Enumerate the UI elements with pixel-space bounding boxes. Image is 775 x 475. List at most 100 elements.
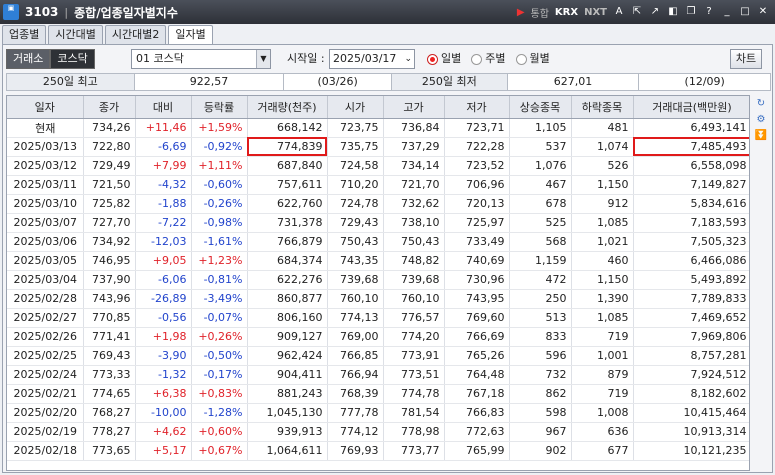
column-header[interactable]: 하락종목 xyxy=(571,96,634,119)
calendar-dropdown-icon[interactable]: ⌄ xyxy=(404,54,412,64)
table-row[interactable]: 2025/03/11 721,50 -4,32 -0,60% 757,611 710,20… xyxy=(7,175,749,195)
refresh-icon[interactable]: ↻ xyxy=(756,98,766,109)
column-header[interactable]: 저가 xyxy=(444,96,510,119)
radio-daily[interactable]: 일별 xyxy=(427,49,461,69)
table-row[interactable]: 2025/02/27 770,85 -0,56 -0,07% 806,160 774,13… xyxy=(7,308,749,328)
help-icon[interactable]: ? xyxy=(706,6,712,17)
low-label: 250일 최저 xyxy=(392,74,508,90)
tab-by-date[interactable]: 일자별 xyxy=(168,25,213,45)
value-cell: 1,390 xyxy=(571,289,634,309)
view-tabs: 업종별 시간대별 시간대별2 일자별 xyxy=(2,25,215,45)
maximize-icon[interactable]: □ xyxy=(740,6,750,17)
table-row[interactable]: 2025/03/10 725,82 -1,88 -0,26% 622,760 724,78… xyxy=(7,194,749,214)
expand-down-icon[interactable]: ⏬ xyxy=(754,130,768,141)
exchange-button[interactable]: 거래소 xyxy=(6,49,51,69)
value-cell: 1,045,130 xyxy=(247,403,328,423)
value-cell: 622,276 xyxy=(247,270,328,290)
date-cell: 2025/03/07 xyxy=(7,213,84,233)
value-cell: 687,840 xyxy=(247,156,328,176)
font-icon[interactable]: A xyxy=(615,6,623,17)
table-row[interactable]: 2025/02/20 768,27 -10,00 -1,28% 1,045,130 777… xyxy=(7,403,749,423)
play-icon[interactable]: ▶ xyxy=(516,6,525,18)
value-cell: 769,60 xyxy=(444,308,510,328)
table-row[interactable]: 현재 734,26 +11,46 +1,59% 668,142 723,75 736,84 7… xyxy=(7,118,749,138)
value-cell: 734,26 xyxy=(83,118,136,138)
radio-selected-icon[interactable] xyxy=(427,53,438,65)
settings-icon[interactable]: ⚙ xyxy=(756,114,766,125)
krx-toggle[interactable]: KRX xyxy=(554,6,579,18)
tab-by-sector[interactable]: 업종별 xyxy=(2,25,47,44)
radio-empty-icon[interactable] xyxy=(515,53,527,65)
table-row[interactable]: 2025/02/28 743,96 -26,89 -3,49% 860,877 760,1… xyxy=(7,289,749,309)
table-row[interactable]: 2025/02/26 771,41 +1,98 +0,26% 909,127 769,00… xyxy=(7,327,749,347)
column-header[interactable]: 상승종목 xyxy=(509,96,572,119)
column-header[interactable]: 거래량(천주) xyxy=(247,96,328,119)
date-cell: 2025/03/06 xyxy=(7,232,84,252)
value-cell: 740,69 xyxy=(444,251,510,271)
value-cell: +0,60% xyxy=(191,422,248,442)
value-cell: -6,06 xyxy=(135,270,192,290)
table-row[interactable]: 2025/02/25 769,43 -3,90 -0,50% 962,424 766,85… xyxy=(7,346,749,366)
export-icon[interactable]: ↗ xyxy=(650,6,660,17)
table-row[interactable]: 2025/02/24 773,33 -1,32 -0,17% 904,411 766,94… xyxy=(7,365,749,385)
value-cell: 778,27 xyxy=(83,422,136,442)
value-cell: 774,12 xyxy=(327,422,384,442)
index-select[interactable]: 01 코스닥 ▼ xyxy=(131,49,271,69)
value-cell: 735,75 xyxy=(327,137,384,157)
value-cell: -1,32 xyxy=(135,365,192,385)
pin-icon[interactable]: ◧ xyxy=(668,6,678,17)
value-cell: 773,77 xyxy=(383,441,445,461)
value-cell: -26,89 xyxy=(135,289,192,309)
start-date-field[interactable]: 2025/03/17 ⌄ xyxy=(329,49,415,69)
table-row[interactable]: 2025/03/07 727,70 -7,22 -0,98% 731,378 729,43… xyxy=(7,213,749,233)
chart-button[interactable]: 차트 xyxy=(730,49,762,69)
value-cell: 962,424 xyxy=(247,346,328,366)
value-cell: 770,85 xyxy=(83,308,136,328)
value-cell: 460 xyxy=(571,251,634,271)
column-header[interactable]: 고가 xyxy=(383,96,445,119)
value-cell: -1,88 xyxy=(135,194,192,214)
radio-monthly[interactable]: 월별 xyxy=(515,49,550,69)
table-row[interactable]: 2025/03/05 746,95 +9,05 +1,23% 684,374 743,35… xyxy=(7,251,749,271)
value-cell: 771,41 xyxy=(83,327,136,347)
value-cell: 725,82 xyxy=(83,194,136,214)
value-cell: 1,001 xyxy=(571,346,634,366)
table-row[interactable]: 2025/02/21 774,65 +6,38 +0,83% 881,243 768,39… xyxy=(7,384,749,404)
integrated-label[interactable]: 통합 xyxy=(530,8,549,20)
value-cell: 732,62 xyxy=(383,194,445,214)
value-cell: -6,69 xyxy=(135,137,192,157)
table-row[interactable]: 2025/03/13 722,80 -6,69 -0,92% 774,839 735,75… xyxy=(7,137,749,157)
close-icon[interactable]: ✕ xyxy=(758,6,768,17)
chevron-down-icon[interactable]: ▼ xyxy=(256,50,270,68)
minimize-icon[interactable]: _ xyxy=(724,6,730,17)
value-cell: 734,14 xyxy=(383,156,445,176)
kosdaq-button[interactable]: 코스닥 xyxy=(50,49,95,69)
column-header[interactable]: 등락률 xyxy=(191,96,248,119)
column-header[interactable]: 일자 xyxy=(7,96,84,119)
nxt-toggle[interactable]: NXT xyxy=(584,6,607,18)
value-cell: -1,28% xyxy=(191,403,248,423)
column-header[interactable]: 시가 xyxy=(327,96,384,119)
radio-empty-icon[interactable] xyxy=(471,53,483,65)
value-cell: 743,95 xyxy=(444,289,510,309)
restore-icon[interactable]: ❐ xyxy=(686,6,696,17)
value-cell: 598 xyxy=(509,403,572,423)
value-cell: 5,493,892 xyxy=(633,270,749,290)
column-header[interactable]: 종가 xyxy=(83,96,136,119)
link-icon[interactable]: ⇱ xyxy=(632,6,642,17)
table-row[interactable]: 2025/03/06 734,92 -12,03 -1,61% 766,879 750,4… xyxy=(7,232,749,252)
column-header[interactable]: 대비 xyxy=(135,96,192,119)
table-row[interactable]: 2025/03/12 729,49 +7,99 +1,11% 687,840 724,58… xyxy=(7,156,749,176)
radio-weekly[interactable]: 주별 xyxy=(471,49,506,69)
column-header[interactable]: 거래대금(백만원) xyxy=(633,96,749,119)
value-cell: 778,98 xyxy=(383,422,445,442)
value-cell: 250 xyxy=(509,289,572,309)
table-row[interactable]: 2025/02/19 778,27 +4,62 +0,60% 939,913 774,12… xyxy=(7,422,749,442)
value-cell: +1,98 xyxy=(135,327,192,347)
value-cell: 1,150 xyxy=(571,270,634,290)
tab-by-time-2[interactable]: 시간대별2 xyxy=(104,25,167,44)
table-row[interactable]: 2025/02/18 773,65 +5,17 +0,67% 1,064,611 769,… xyxy=(7,441,749,461)
value-cell: 730,96 xyxy=(444,270,510,290)
table-row[interactable]: 2025/03/04 737,90 -6,06 -0,81% 622,276 739,68… xyxy=(7,270,749,290)
tab-by-time[interactable]: 시간대별 xyxy=(48,25,103,44)
